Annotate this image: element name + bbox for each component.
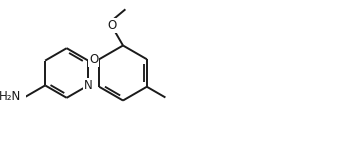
- Text: H₂N: H₂N: [0, 90, 21, 103]
- Text: O: O: [107, 19, 116, 32]
- Text: N: N: [84, 79, 93, 92]
- Text: O: O: [89, 53, 98, 66]
